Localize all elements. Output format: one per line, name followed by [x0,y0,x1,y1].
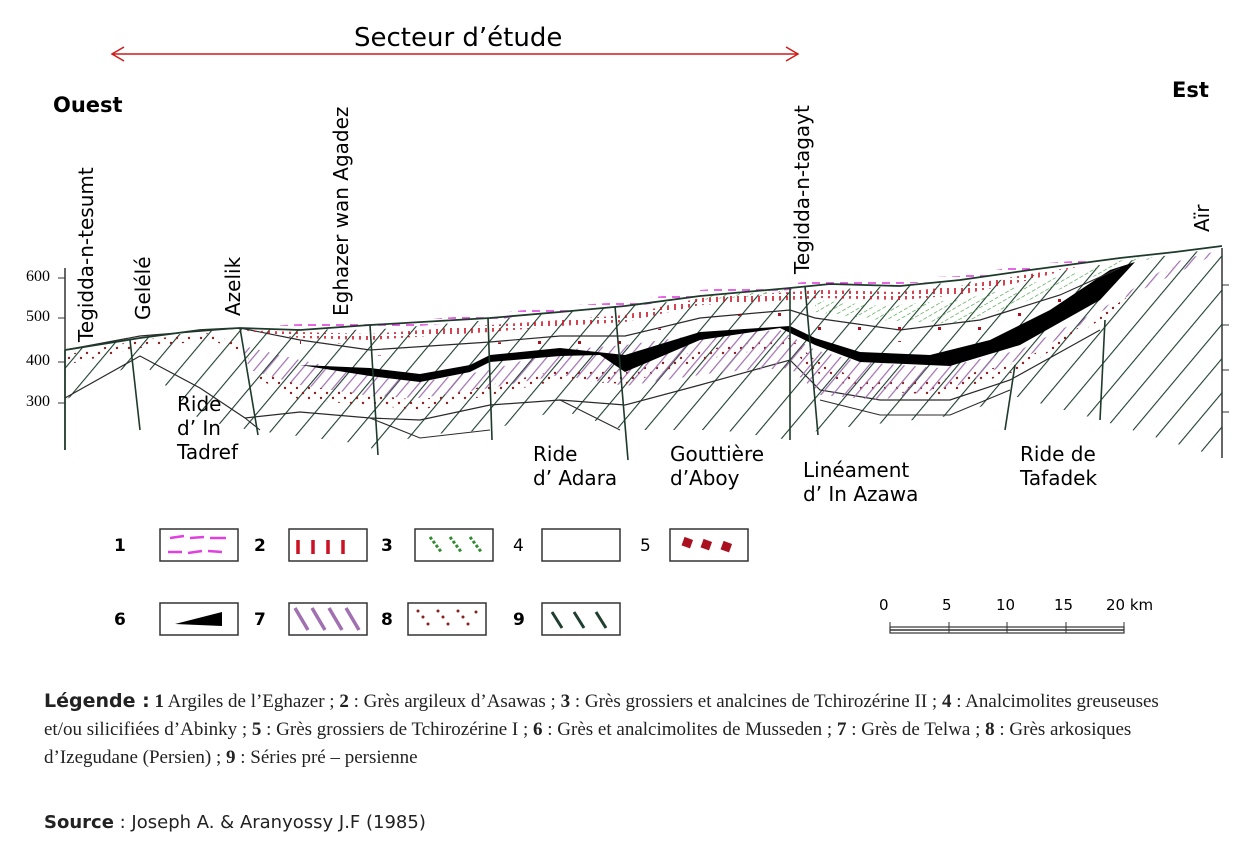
cross-section-diagram [58,46,1229,636]
legend-box-4 [541,528,621,562]
locality-gelele: Gelélé [131,256,155,320]
tick-500: 500 [26,308,50,325]
legend-item-text: : Analcimolites greuseuses et/ou silicif… [44,691,1159,740]
right-axis [1221,248,1229,458]
legend-item-text: : Grès arkosiques d’Izegudane (Persien) … [44,719,1132,768]
legend-box-5 [669,528,749,562]
legend-num-4: 4 [513,536,524,556]
structure-lineament-in-azawa: Linéament d’ In Azawa [803,458,919,506]
structure-ride-tafadek: Ride de Tafadek [1020,442,1098,490]
legend-box-1 [159,528,239,562]
legend-item-text: : Grès de Telwa ; [846,719,986,740]
layer-3-green [815,256,1175,324]
legend-num-6: 6 [114,610,126,630]
layer-6-black [300,262,1135,382]
source-text: : Joseph A. & Aranyossy J.F (1985) [113,812,426,833]
legend-box-3 [414,528,494,562]
layer-1-pink [240,258,1120,330]
structure-gouttiere-aboy: Gouttière d’Aboy [670,442,765,490]
legend-num-5: 5 [640,536,651,556]
legend-title: Légende : [44,690,150,712]
scale-label-5: 5 [942,596,952,614]
legend-item-text: : Grès et analcimolites de Musseden ; [542,719,837,740]
legend-text: Légende : 1 Argiles de l’Eghazer ; 2 : G… [44,687,1194,772]
locality-tegidda-n-tagayt: Tegidda-n-tagayt [790,105,814,274]
west-label: Ouest [53,93,123,117]
legend-box-2 [288,528,368,562]
scale-label-0: 0 [879,596,889,614]
legend-item-text: : Séries pré – persienne [235,747,418,768]
legend-num-1: 1 [114,536,126,556]
layer-5-dots [300,272,1120,356]
scale-label-20: 20 km [1106,596,1154,614]
legend-num-3: 3 [381,536,393,556]
topography-line [64,245,1223,351]
legend-item-num: 9 [226,747,236,768]
legend-item-num: 7 [836,719,847,740]
legend-item-text: : Grès argileux d’Asawas ; [348,691,561,712]
structure-ride-adara: Ride d’ Adara [533,442,618,490]
layer-7 [240,250,1222,400]
source-line: Source : Joseph A. & Aranyossy J.F (1985… [44,812,426,833]
scale-label-15: 15 [1054,596,1074,614]
legend-item-num: 5 [251,719,262,740]
legend-item-text: Argiles de l’Eghazer ; [163,691,340,712]
legend-item-num: 2 [339,691,349,712]
fault-lines [64,285,1106,461]
legend-num-8: 8 [381,610,393,630]
scale-label-10: 10 [996,596,1016,614]
locality-eghazer-wan-agadez: Eghazer wan Agadez [329,106,353,316]
east-label: Est [1172,78,1209,102]
legend-num-7: 7 [254,610,266,630]
legend-box-8 [407,602,487,636]
sector-arrow [110,46,800,62]
legend-item-num: 1 [154,691,164,712]
locality-tegidda-n-tesumt: Tegidda-n-tesumt [74,167,98,342]
tick-400: 400 [26,352,50,369]
legend-item-text: : Grès grossiers de Tchirozérine I ; [261,719,534,740]
tick-600: 600 [26,268,50,285]
scale-bar [889,622,1125,634]
legend-box-7 [288,602,368,636]
legend-num-9: 9 [513,610,525,630]
structure-ride-in-tadref: Ride d’ In Tadref [177,392,238,464]
locality-air: Aïr [1190,204,1214,232]
elevation-axis [58,268,66,450]
legend-item-num: 3 [560,691,571,712]
sector-label: Secteur d’étude [354,23,563,53]
legend-item-text: : Grès grossiers et analcines de Tchiroz… [570,691,942,712]
legend-num-2: 2 [254,536,266,556]
legend-item-num: 4 [941,691,952,712]
legend-item-num: 8 [985,719,995,740]
source-label: Source [44,812,114,833]
locality-azelik: Azelik [221,256,245,316]
tick-300: 300 [26,393,50,410]
legend-box-9 [541,602,621,636]
legend-item-num: 6 [533,719,543,740]
legend-box-6 [159,602,239,636]
